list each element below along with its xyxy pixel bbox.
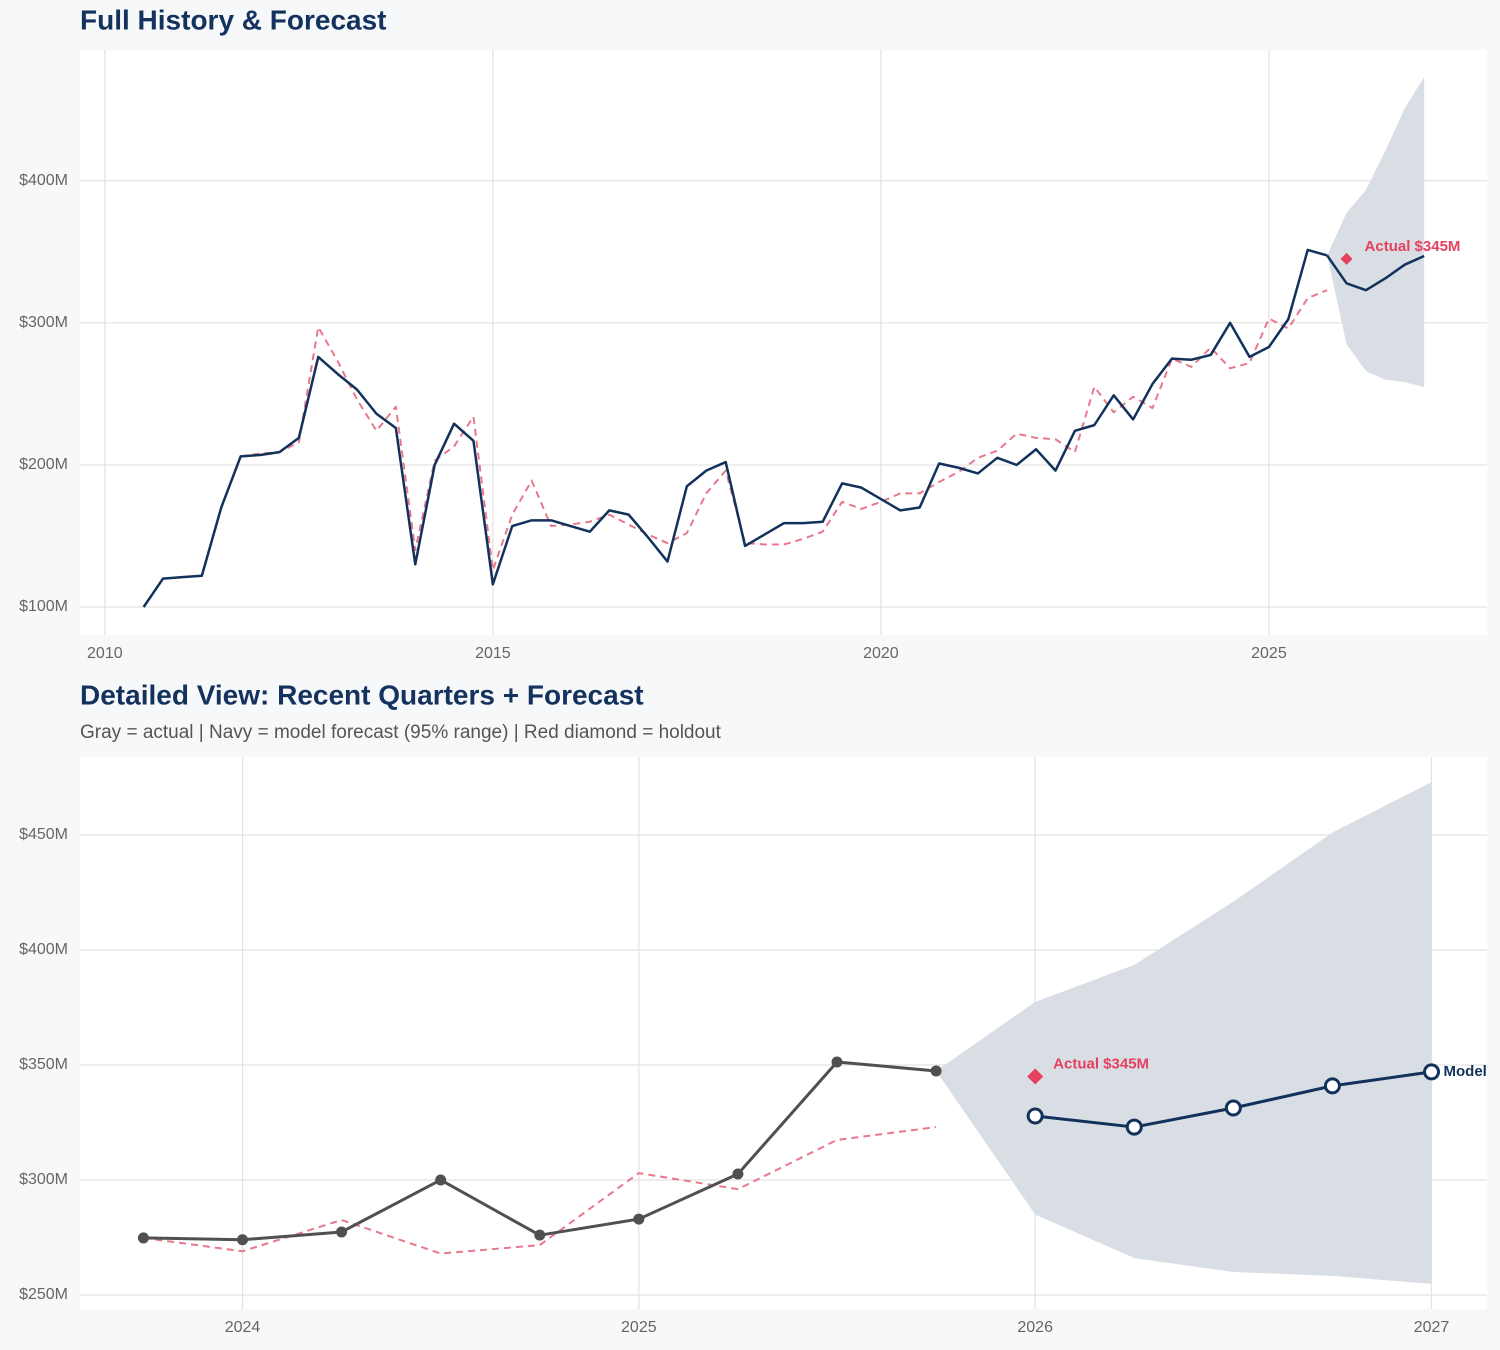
holdout-label: Actual $345M [1365, 238, 1461, 255]
y-tick-label: $100M [19, 598, 68, 615]
forecast-band [1327, 76, 1425, 388]
end-label: Model [1444, 1063, 1487, 1080]
holdout-label: Actual $345M [1053, 1055, 1149, 1072]
y-tick-label: $250M [19, 1286, 68, 1303]
holdout-marker [1027, 1068, 1044, 1085]
plot-area [80, 50, 1487, 635]
point [633, 1213, 645, 1225]
y-tick-label: $300M [19, 1171, 68, 1188]
x-tick-label: 2010 [87, 645, 123, 662]
point [831, 1056, 843, 1068]
x-tick-label: 2024 [225, 1319, 261, 1336]
x-tick-label: 2025 [1251, 645, 1287, 662]
point [534, 1229, 546, 1241]
point [435, 1174, 447, 1186]
forecast-band [936, 782, 1432, 1284]
point [1323, 1077, 1341, 1095]
y-tick-label: $350M [19, 1056, 68, 1073]
y-tick-label: $200M [19, 456, 68, 473]
y-tick-label: $400M [19, 172, 68, 189]
point [1423, 1063, 1441, 1081]
chart-title: Detailed View: Recent Quarters + Forecas… [80, 679, 644, 710]
x-tick-label: 2020 [863, 645, 899, 662]
x-tick-label: 2027 [1414, 1319, 1450, 1336]
y-tick-label: $400M [19, 941, 68, 958]
fitted-line [143, 1126, 937, 1255]
point [732, 1168, 744, 1180]
x-tick-label: 2015 [475, 645, 511, 662]
series-line [1326, 254, 1425, 292]
point [930, 1065, 942, 1077]
chart-title: Full History & Forecast [80, 4, 387, 35]
y-tick-label: $450M [19, 826, 68, 843]
point [137, 1232, 149, 1244]
point [1026, 1107, 1044, 1125]
point [1224, 1099, 1242, 1117]
point [236, 1234, 248, 1246]
y-tick-label: $300M [19, 314, 68, 331]
point [1125, 1118, 1143, 1136]
point [336, 1226, 348, 1238]
x-tick-label: 2026 [1017, 1319, 1053, 1336]
chart-subtitle: Gray = actual | Navy = model forecast (9… [80, 722, 722, 743]
x-tick-label: 2025 [621, 1319, 657, 1336]
series-line [142, 248, 1328, 608]
fitted-line [240, 289, 1328, 572]
holdout-marker [1340, 252, 1353, 265]
